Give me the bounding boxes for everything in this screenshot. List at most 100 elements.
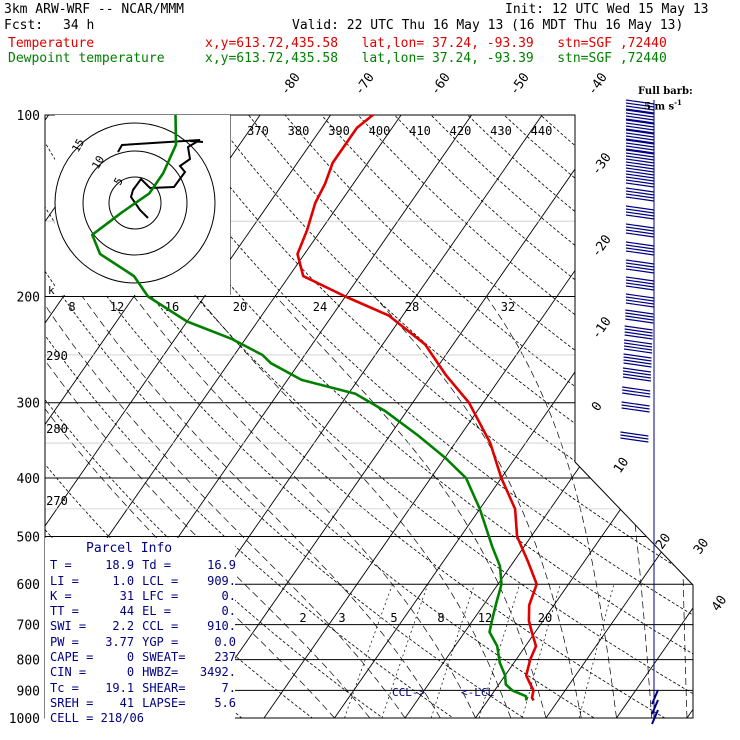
isotherm-line [45, 115, 331, 718]
parcel-key: TT = [50, 604, 79, 619]
wind-barb [625, 152, 655, 158]
dry-adiabat [467, 115, 693, 718]
dewpoint-trace [90, 114, 528, 701]
wind-barb [625, 259, 655, 265]
parcel-key: T = [50, 558, 72, 573]
isotherm-label: 30 [691, 536, 712, 557]
barb-legend-value: 5 m s [644, 101, 675, 113]
wind-barb [625, 268, 655, 274]
wind-barb [625, 282, 655, 288]
theta-label: 280 [46, 422, 68, 436]
parcel-value: 2.2 [112, 619, 135, 634]
wind-barb [625, 129, 655, 135]
parcel-row: Tc = 19.1 SHEAR= 7. [46, 681, 236, 696]
wind-barb [622, 386, 651, 392]
wind-barb [625, 265, 655, 271]
wind-barb [625, 247, 655, 253]
parcel-key: HWBZ= [142, 665, 179, 680]
parcel-row: LI = 1.0 LCL = 909. [46, 574, 236, 589]
wind-barb [625, 182, 655, 188]
wind-barb [625, 226, 655, 232]
valid-time: Valid: 22 UTC Thu 16 May 13 (16 MDT Thu … [292, 18, 684, 33]
parcel-row: SREH = 41 LAPSE= 5.6 [46, 696, 236, 711]
dry-adiabat [45, 115, 544, 718]
parcel-key: Tc = [50, 680, 79, 695]
theta-label: 270 [46, 494, 68, 508]
wind-barb [625, 119, 655, 125]
speed-tick-label: 28 [405, 300, 419, 314]
wind-barb [620, 434, 649, 440]
parcel-value: 3.77 [105, 634, 135, 649]
wind-barb [625, 115, 655, 121]
temperature-legend: Temperature [8, 36, 95, 51]
isotherm-label: -40 [585, 70, 611, 98]
wind-barb [625, 173, 655, 179]
temperature-trace [296, 113, 538, 702]
isotherm-line [686, 115, 693, 718]
wind-barb [623, 359, 652, 365]
wind-barb [625, 262, 655, 268]
init-time: Init: 12 UTC Wed 15 May 13 [505, 2, 709, 17]
sounding-traces [90, 113, 538, 702]
wind-barb [625, 109, 655, 115]
hodograph-ring [82, 150, 188, 256]
wind-barb [623, 345, 653, 351]
parcel-value: 19.1 [105, 680, 135, 695]
wind-barb [625, 309, 654, 315]
isotherm-label: -50 [507, 70, 533, 98]
theta-label: 440 [531, 124, 553, 138]
barb-legend-title: Full barb: [638, 86, 693, 97]
wind-barb [624, 325, 653, 331]
wind-barb [625, 167, 655, 173]
isotherm-label: 20 [653, 531, 674, 552]
parcel-key: CIN = [50, 665, 87, 680]
wind-barb [625, 112, 655, 118]
isotherm-line [45, 115, 120, 718]
parcel-value: 910. [207, 619, 236, 634]
wind-barb [623, 348, 653, 354]
hodograph-ring-label: 15 [69, 137, 87, 155]
wind-barb [625, 296, 655, 302]
wind-barb [625, 135, 655, 141]
mixing-ratio-label: 2 [299, 611, 306, 625]
theta-label: 370 [247, 124, 269, 138]
dewpoint-location: x,y=613.72,435.58 lat,lon= 37.24, -93.39… [205, 51, 667, 66]
isotherm-line [404, 115, 693, 718]
wind-barb [625, 145, 655, 151]
dewpoint-legend: Dewpoint temperature [8, 51, 165, 66]
parcel-value: 41 [119, 695, 135, 710]
theta-label: 390 [328, 124, 350, 138]
dry-adiabat [138, 115, 693, 718]
parcel-cell: CELL = 218/06 [50, 711, 144, 726]
wind-barb [625, 164, 655, 170]
dry-adiabat [357, 115, 693, 718]
hodograph-ring [108, 176, 162, 230]
pressure-tick-label: 800 [17, 654, 40, 669]
wind-barb [625, 128, 655, 134]
isotherm-line [263, 115, 684, 718]
parcel-info: Parcel Info T = 18.9 Td = 16.9 LI = 1.0 LCL = 9… [46, 541, 236, 727]
speed-tick-label: 20 [233, 300, 247, 314]
wind-barb [625, 170, 655, 176]
wind-barb [625, 132, 655, 138]
mixing-ratio-label: 5 [390, 611, 397, 625]
mixing-ratio-line [578, 584, 615, 718]
wind-barb [625, 285, 655, 291]
isotherm-line [616, 115, 693, 718]
parcel-value: 0. [221, 604, 236, 619]
wind-barb [625, 187, 655, 193]
parcel-key: LI = [50, 573, 79, 588]
parcel-key: YGP = [142, 634, 179, 649]
wind-barb [625, 148, 655, 154]
wind-barbs [620, 99, 659, 725]
mixing-ratio-label: 12 [478, 611, 492, 625]
parcel-value: 16.9 [207, 558, 236, 573]
wind-barb [625, 99, 655, 105]
parcel-value: 237 [214, 650, 236, 665]
parcel-info-panel [45, 538, 235, 738]
moist-adiabat [196, 296, 512, 718]
wind-barb [625, 125, 655, 131]
parcel-key: LCL = [142, 573, 179, 588]
parcel-value: 0. [221, 588, 236, 603]
